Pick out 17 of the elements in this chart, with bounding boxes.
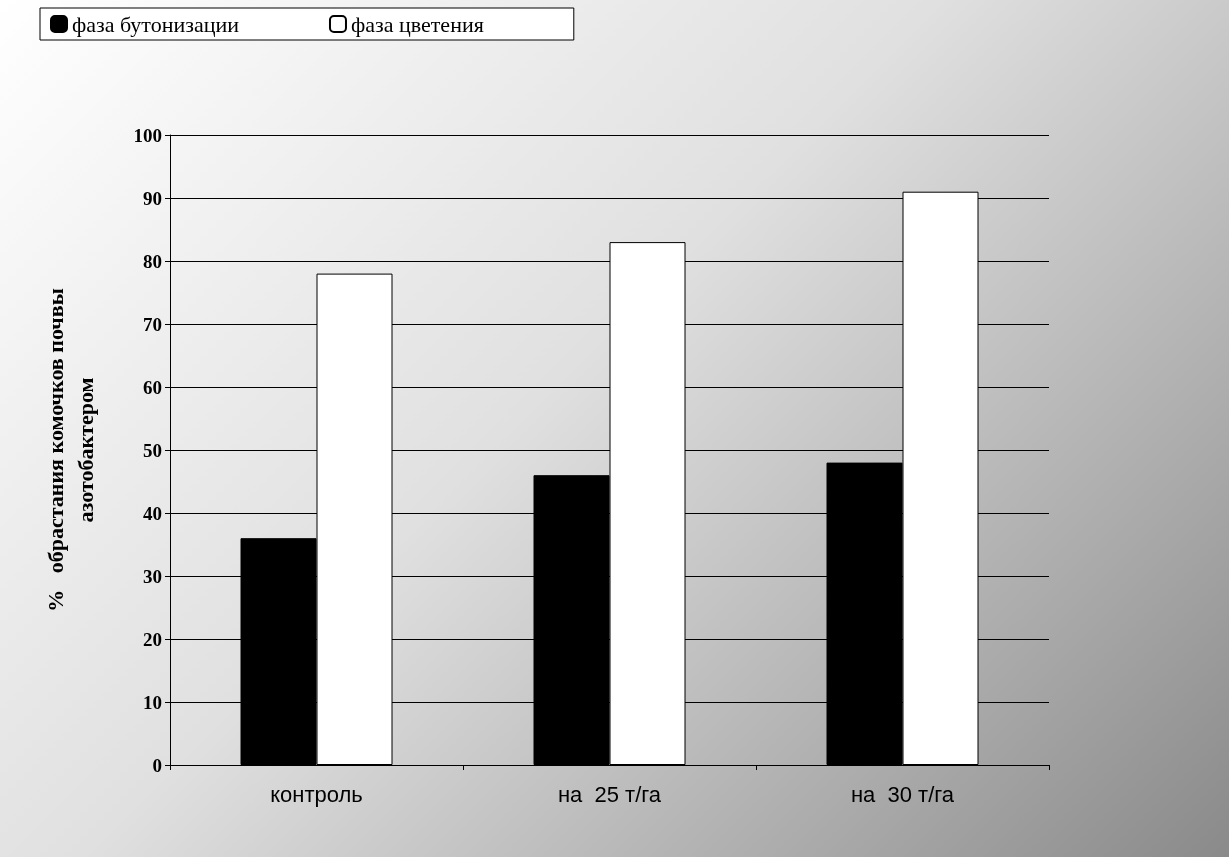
y-tick-label: 30	[143, 565, 162, 587]
y-tick-label: 0	[152, 754, 162, 776]
legend-label: фаза бутонизации	[72, 11, 240, 37]
y-tick-label: 90	[143, 187, 162, 209]
y-tick-label: 60	[143, 376, 162, 398]
y-tick-label: 100	[133, 124, 162, 146]
y-tick-label: 80	[143, 250, 162, 272]
y-tick-label: 50	[143, 439, 162, 461]
y-axis-title: % обрастания комочков почвы азотобактером	[42, 288, 98, 612]
x-tick-label: контроль	[270, 781, 363, 807]
y-tick-label: 20	[143, 628, 162, 650]
x-tick-label: на 30 т/га	[850, 781, 955, 807]
legend-label: фаза цветения	[350, 11, 484, 37]
y-tick-label: 10	[143, 691, 162, 713]
y-tick-label: 40	[143, 502, 162, 524]
y-tick-label: 70	[143, 313, 162, 335]
x-tick-label: на 25 т/га	[557, 781, 662, 807]
